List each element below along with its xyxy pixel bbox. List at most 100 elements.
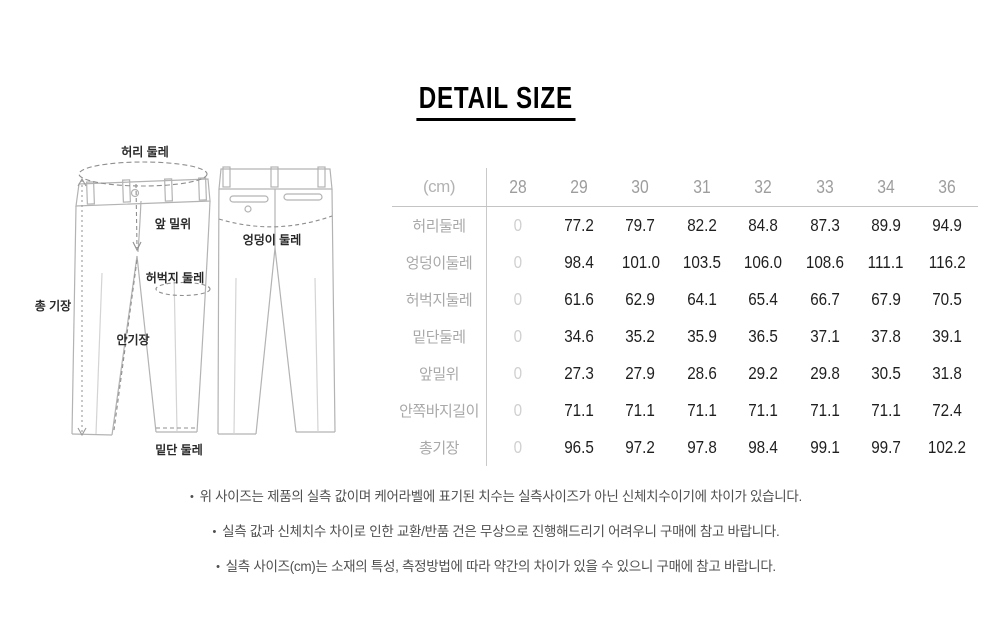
note-line: • 실측 사이즈(cm)는 소재의 특성, 측정방법에 따라 약간의 차이가 있을…	[0, 560, 992, 575]
size-value-cell: 101.0	[621, 252, 660, 272]
hip-measure-line	[218, 215, 333, 228]
row-label: 엉덩이둘레	[392, 244, 487, 281]
title-wrap: DETAIL SIZE	[0, 82, 992, 121]
size-value-cell: 64.1	[686, 289, 717, 309]
size-column-header: 34	[877, 176, 895, 197]
note-line: • 실측 값과 신체치수 차이로 인한 교환/반품 건은 무상으로 진행해드리기 …	[0, 525, 992, 540]
size-value-cell: 61.6	[564, 289, 594, 309]
diagram-label-hip: 엉덩이 둘레	[242, 233, 302, 247]
size-value-cell: 0	[513, 215, 522, 235]
size-value-cell: 31.8	[932, 363, 963, 383]
size-value-cell: 71.1	[564, 400, 594, 420]
size-value-cell: 35.2	[625, 326, 656, 346]
size-value-cell: 28.6	[686, 363, 717, 383]
size-value-cell: 0	[513, 326, 522, 346]
size-value-cell: 99.7	[871, 437, 901, 457]
table-row: 총기장 0 96.5 97.2 97.8 98.4 99.1 99.7 102.2	[392, 429, 978, 466]
size-value-cell: 71.1	[871, 400, 901, 420]
size-column-header: 28	[508, 176, 527, 197]
unit-label: (cm)	[392, 168, 487, 206]
size-value-cell: 82.2	[686, 215, 717, 235]
size-value-cell: 98.4	[748, 437, 779, 457]
front-measure-lines	[78, 161, 211, 431]
size-value-cell: 87.3	[809, 215, 840, 235]
size-column-header: 36	[938, 176, 957, 197]
size-value-cell: 97.8	[686, 437, 717, 457]
size-column-header: 33	[815, 176, 834, 197]
size-value-cell: 106.0	[744, 252, 783, 272]
size-value-cell: 71.1	[809, 400, 840, 420]
table-row: 허리둘레 0 77.2 79.7 82.2 84.8 87.3 89.9 94.9	[392, 207, 978, 244]
note-text: 위 사이즈는 제품의 실측 값이며 케어라벨에 표기된 치수는 실측사이즈가 아…	[199, 489, 803, 504]
size-value-cell: 97.2	[625, 437, 656, 457]
size-value-cell: 79.7	[625, 215, 656, 235]
page-title: DETAIL SIZE	[416, 82, 576, 121]
size-value-cell: 29.2	[748, 363, 779, 383]
size-table-body: 허리둘레 0 77.2 79.7 82.2 84.8 87.3 89.9 94.9 엉덩이둘레 0 9…	[392, 207, 978, 466]
size-value-cell: 66.7	[809, 289, 840, 309]
size-value-cell: 34.6	[564, 326, 594, 346]
size-value-cell: 62.9	[625, 289, 656, 309]
table-row: 허벅지둘레 0 61.6 62.9 64.1 65.4 66.7 67.9 70.5	[392, 281, 978, 318]
pants-sketch	[71, 161, 336, 437]
notes: • 위 사이즈는 제품의 실측 값이며 케어라벨에 표기된 치수는 실측사이즈가 …	[0, 490, 992, 595]
size-value-cell: 111.1	[868, 252, 904, 272]
size-value-cell: 37.8	[871, 326, 901, 346]
size-value-cell: 89.9	[871, 215, 901, 235]
size-value-cell: 99.1	[809, 437, 840, 457]
size-value-cell: 0	[513, 400, 522, 420]
size-value-cell: 67.9	[871, 289, 901, 309]
bullet-icon: •	[190, 491, 194, 503]
table-row: 밑단둘레 0 34.6 35.2 35.9 36.5 37.1 37.8 39.1	[392, 318, 978, 355]
diagram-label-thigh: 허벅지 둘레	[145, 271, 205, 285]
bullet-icon: •	[212, 526, 217, 538]
size-column-header: 32	[754, 176, 772, 197]
size-value-cell: 65.4	[748, 289, 779, 309]
row-label: 허리둘레	[392, 207, 487, 244]
size-value-cell: 37.1	[809, 326, 840, 346]
size-value-cell: 94.9	[932, 215, 963, 235]
size-value-cell: 39.1	[932, 326, 963, 346]
row-label: 밑단둘레	[392, 318, 487, 355]
size-column-header: 29	[570, 176, 588, 197]
diagram-label-total-length: 총 기장	[34, 299, 72, 313]
size-column-header: 30	[631, 176, 650, 197]
size-value-cell: 30.5	[871, 363, 901, 383]
size-value-cell: 0	[513, 437, 522, 457]
row-label: 총기장	[392, 429, 487, 466]
total-length-line	[77, 177, 87, 437]
size-value-cell: 27.9	[625, 363, 656, 383]
diagram-label-inner-length: 안기장	[116, 333, 150, 347]
pants-front-diagram	[71, 177, 211, 436]
size-value-cell: 27.3	[564, 363, 594, 383]
row-label: 허벅지둘레	[392, 281, 487, 318]
size-value-cell: 36.5	[748, 326, 779, 346]
size-value-cell: 70.5	[932, 289, 963, 309]
size-column-header: 31	[693, 176, 711, 197]
size-value-cell: 98.4	[564, 252, 594, 272]
row-label: 안쪽바지길이	[392, 392, 487, 429]
row-label: 앞밀위	[392, 355, 487, 392]
size-value-cell: 0	[513, 363, 522, 383]
size-value-cell: 71.1	[748, 400, 779, 420]
size-value-cell: 77.2	[564, 215, 594, 235]
size-table: (cm) 28 29 30 31 32 33 34 36 허리둘레 0 77.2 79.7 82.2 84…	[392, 168, 978, 466]
note-line: • 위 사이즈는 제품의 실측 값이며 케어라벨에 표기된 치수는 실측사이즈가 …	[0, 490, 992, 505]
pants-measurement-diagram: 허리 둘레 앞 밀위 엉덩이 둘레 허벅지 둘레 총 기장 안기장 밑단 둘레	[15, 138, 385, 473]
table-row: 엉덩이둘레 0 98.4 101.0 103.5 106.0 108.6 111.1 116.2	[392, 244, 978, 281]
diagram-label-front-rise: 앞 밀위	[154, 217, 192, 231]
note-text: 실측 사이즈(cm)는 소재의 특성, 측정방법에 따라 약간의 차이가 있을 …	[225, 559, 777, 574]
size-value-cell: 96.5	[564, 437, 594, 457]
size-table-header: (cm) 28 29 30 31 32 33 34 36	[392, 168, 978, 207]
size-value-cell: 71.1	[625, 400, 656, 420]
size-value-cell: 71.1	[686, 400, 717, 420]
size-value-cell: 72.4	[932, 400, 963, 420]
table-row: 앞밀위 0 27.3 27.9 28.6 29.2 29.8 30.5 31.8	[392, 355, 978, 392]
note-text: 실측 값과 신체치수 차이로 인한 교환/반품 건은 무상으로 진행해드리기 어…	[222, 524, 780, 539]
size-value-cell: 0	[513, 289, 522, 309]
size-value-cell: 102.2	[928, 437, 967, 457]
table-row: 안쪽바지길이 0 71.1 71.1 71.1 71.1 71.1 71.1 72.4	[392, 392, 978, 429]
size-value-cell: 29.8	[809, 363, 840, 383]
size-value-cell: 35.9	[686, 326, 717, 346]
size-value-cell: 116.2	[928, 252, 966, 272]
